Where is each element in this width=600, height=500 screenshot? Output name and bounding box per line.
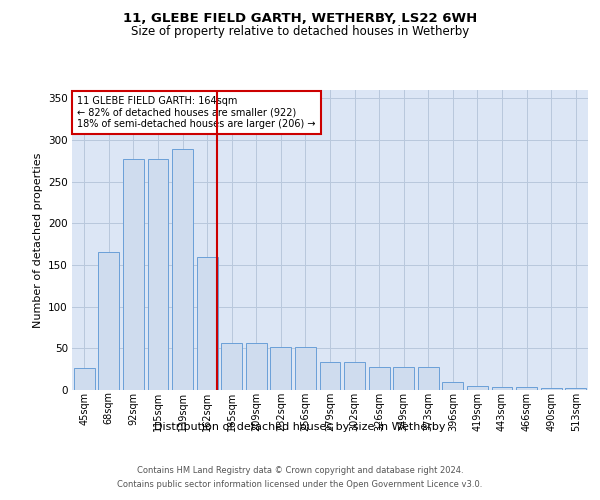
Bar <box>271 346 292 390</box>
Text: Distribution of detached houses by size in Wetherby: Distribution of detached houses by size … <box>154 422 446 432</box>
Bar <box>123 159 144 390</box>
Text: Contains HM Land Registry data © Crown copyright and database right 2024.: Contains HM Land Registry data © Crown c… <box>137 466 463 475</box>
Bar <box>516 386 537 390</box>
Bar <box>172 149 193 390</box>
Bar <box>442 382 463 390</box>
Bar <box>320 362 340 390</box>
Bar <box>368 366 389 390</box>
Bar <box>565 388 586 390</box>
Bar <box>418 366 439 390</box>
Text: Contains public sector information licensed under the Open Government Licence v3: Contains public sector information licen… <box>118 480 482 489</box>
Bar <box>246 344 267 390</box>
Text: Size of property relative to detached houses in Wetherby: Size of property relative to detached ho… <box>131 25 469 38</box>
Bar <box>491 386 512 390</box>
Bar <box>393 366 414 390</box>
Bar <box>344 362 365 390</box>
Bar <box>467 386 488 390</box>
Y-axis label: Number of detached properties: Number of detached properties <box>32 152 43 328</box>
Text: 11, GLEBE FIELD GARTH, WETHERBY, LS22 6WH: 11, GLEBE FIELD GARTH, WETHERBY, LS22 6W… <box>123 12 477 26</box>
Bar <box>98 252 119 390</box>
Bar <box>148 159 169 390</box>
Bar <box>74 368 95 390</box>
Bar <box>295 346 316 390</box>
Bar <box>197 256 218 390</box>
Bar <box>221 342 242 390</box>
Text: 11 GLEBE FIELD GARTH: 164sqm
← 82% of detached houses are smaller (922)
18% of s: 11 GLEBE FIELD GARTH: 164sqm ← 82% of de… <box>77 96 316 129</box>
Bar <box>541 388 562 390</box>
